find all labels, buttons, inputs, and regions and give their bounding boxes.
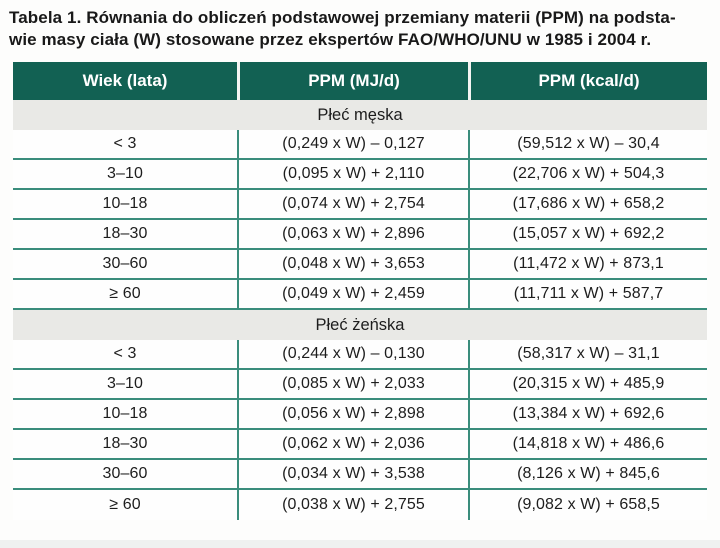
age-cell: 3–10 <box>107 165 143 182</box>
ppm-kcal-cell: (11,472 x W) + 873,1 <box>468 250 707 278</box>
ppm-mj-cell: (0,034 x W) + 3,538 <box>237 460 468 488</box>
column-header-ppm-mj: PPM (MJ/d) <box>237 62 468 100</box>
age-cell: < 3 <box>113 135 137 152</box>
age-cell: 30–60 <box>102 255 148 272</box>
ppm-mj-cell: (0,095 x W) + 2,110 <box>237 160 468 188</box>
ppm-kcal-cell: (59,512 x W) – 30,4 <box>468 130 707 158</box>
ppm-mj-cell: (0,074 x W) + 2,754 <box>237 190 468 218</box>
table-row: ≥ 60 (0,049 x W) + 2,459 (11,711 x W) + … <box>13 280 707 310</box>
age-cell: 10–18 <box>102 195 148 212</box>
ppm-mj-cell: (0,085 x W) + 2,033 <box>237 370 468 398</box>
table-row: 10–18 (0,056 x W) + 2,898 (13,384 x W) +… <box>13 400 707 430</box>
ppm-kcal-cell: (14,818 x W) + 486,6 <box>468 430 707 458</box>
table-row: < 3 (0,244 x W) – 0,130 (58,317 x W) – 3… <box>13 340 707 370</box>
ppm-kcal-cell: (20,315 x W) + 485,9 <box>468 370 707 398</box>
page-edge-shadow <box>0 540 720 548</box>
age-cell: 3–10 <box>107 375 143 392</box>
column-header-ppm-kcal: PPM (kcal/d) <box>468 62 707 100</box>
table-row: 30–60 (0,034 x W) + 3,538 (8,126 x W) + … <box>13 460 707 490</box>
ppm-kcal-cell: (9,082 x W) + 658,5 <box>468 490 707 520</box>
column-header-age: Wiek (lata) <box>82 71 168 90</box>
age-cell: 10–18 <box>102 405 148 422</box>
ppm-kcal-cell: (22,706 x W) + 504,3 <box>468 160 707 188</box>
table-caption-line-1: Tabela 1. Równania do obliczeń podstawow… <box>9 8 676 27</box>
table-caption-line-2: wie masy ciała (W) stosowane przez ekspe… <box>9 30 652 49</box>
section-header-male: Płeć męska <box>13 100 707 130</box>
table-row: 10–18 (0,074 x W) + 2,754 (17,686 x W) +… <box>13 190 707 220</box>
ppm-mj-cell: (0,244 x W) – 0,130 <box>237 340 468 368</box>
ppm-kcal-cell: (13,384 x W) + 692,6 <box>468 400 707 428</box>
table-header-row: Wiek (lata) PPM (MJ/d) PPM (kcal/d) <box>13 62 707 100</box>
age-cell: ≥ 60 <box>109 285 141 302</box>
table-row: 18–30 (0,063 x W) + 2,896 (15,057 x W) +… <box>13 220 707 250</box>
age-cell: ≥ 60 <box>109 496 141 513</box>
age-cell: 30–60 <box>102 465 148 482</box>
ppm-mj-cell: (0,062 x W) + 2,036 <box>237 430 468 458</box>
ppm-mj-cell: (0,038 x W) + 2,755 <box>237 490 468 520</box>
section-header-female: Płeć żeńska <box>13 310 707 340</box>
age-cell: 18–30 <box>102 435 148 452</box>
table-row: ≥ 60 (0,038 x W) + 2,755 (9,082 x W) + 6… <box>13 490 707 520</box>
ppm-mj-cell: (0,048 x W) + 3,653 <box>237 250 468 278</box>
table-caption: Tabela 1. Równania do obliczeń podstawow… <box>9 7 715 51</box>
age-cell: < 3 <box>113 345 137 362</box>
ppm-kcal-cell: (17,686 x W) + 658,2 <box>468 190 707 218</box>
ppm-mj-cell: (0,249 x W) – 0,127 <box>237 130 468 158</box>
ppm-equations-table: Wiek (lata) PPM (MJ/d) PPM (kcal/d) Płeć… <box>13 62 707 520</box>
table-row: < 3 (0,249 x W) – 0,127 (59,512 x W) – 3… <box>13 130 707 160</box>
ppm-kcal-cell: (8,126 x W) + 845,6 <box>468 460 707 488</box>
ppm-kcal-cell: (58,317 x W) – 31,1 <box>468 340 707 368</box>
ppm-kcal-cell: (15,057 x W) + 692,2 <box>468 220 707 248</box>
table-row: 30–60 (0,048 x W) + 3,653 (11,472 x W) +… <box>13 250 707 280</box>
ppm-mj-cell: (0,056 x W) + 2,898 <box>237 400 468 428</box>
ppm-mj-cell: (0,049 x W) + 2,459 <box>237 280 468 308</box>
table-row: 3–10 (0,085 x W) + 2,033 (20,315 x W) + … <box>13 370 707 400</box>
age-cell: 18–30 <box>102 225 148 242</box>
ppm-mj-cell: (0,063 x W) + 2,896 <box>237 220 468 248</box>
table-row: 18–30 (0,062 x W) + 2,036 (14,818 x W) +… <box>13 430 707 460</box>
table-row: 3–10 (0,095 x W) + 2,110 (22,706 x W) + … <box>13 160 707 190</box>
ppm-kcal-cell: (11,711 x W) + 587,7 <box>468 280 707 308</box>
